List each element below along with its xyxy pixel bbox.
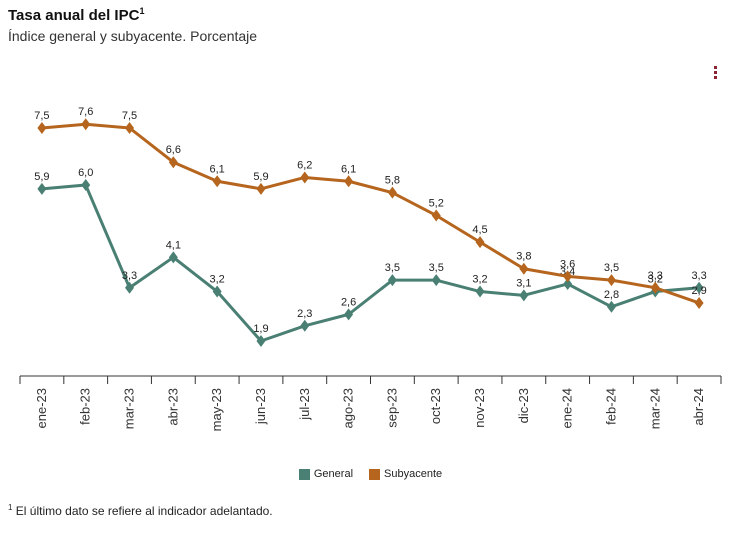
series-line-subyacente xyxy=(41,122,700,305)
data-point xyxy=(606,274,616,287)
data-point xyxy=(563,270,573,283)
data-label: 2,6 xyxy=(341,296,356,308)
data-point xyxy=(256,335,266,347)
data-label: 5,9 xyxy=(34,171,49,183)
data-label: 3,2 xyxy=(648,274,663,286)
data-point xyxy=(81,179,91,192)
footnote: 1 El último dato se refiere al indicador… xyxy=(8,503,273,518)
x-tick-label: abr-24 xyxy=(691,388,706,426)
data-point xyxy=(81,118,91,131)
data-label: 3,5 xyxy=(429,262,444,274)
legend-swatch xyxy=(369,468,381,480)
chart-legend: General Subyacente xyxy=(0,468,741,483)
data-label: 3,3 xyxy=(648,270,663,282)
data-point xyxy=(168,156,178,169)
x-tick-label: ene-23 xyxy=(34,388,49,428)
chart-title-text: Tasa anual del IPC xyxy=(8,7,140,24)
footnote-marker: 1 xyxy=(8,503,13,512)
data-label: 4,1 xyxy=(166,239,181,251)
data-point xyxy=(387,274,397,287)
data-label: 3,2 xyxy=(472,274,487,286)
data-point xyxy=(256,182,266,195)
data-label: 5,8 xyxy=(385,175,400,187)
legend-swatch xyxy=(298,468,310,480)
x-tick-label: ago-23 xyxy=(341,388,356,428)
data-label: 6,6 xyxy=(166,144,181,156)
data-point xyxy=(694,296,704,309)
data-point xyxy=(431,209,441,222)
data-point xyxy=(606,300,616,313)
data-label: 5,2 xyxy=(429,197,444,209)
data-point xyxy=(694,281,704,294)
data-point xyxy=(37,182,47,195)
chart-title: Tasa anual del IPC1 xyxy=(8,6,144,24)
data-point xyxy=(519,262,529,275)
data-point xyxy=(212,285,222,298)
data-point xyxy=(519,289,529,302)
data-label: 3,3 xyxy=(122,270,137,282)
data-label: 3,5 xyxy=(604,262,619,274)
x-tick-label: dic-23 xyxy=(516,388,531,423)
data-label: 3,5 xyxy=(385,262,400,274)
data-label: 5,9 xyxy=(253,171,268,183)
data-label: 7,6 xyxy=(78,106,93,118)
data-label: 7,5 xyxy=(122,110,137,122)
data-point xyxy=(344,175,354,188)
data-point xyxy=(563,277,573,290)
data-point xyxy=(125,122,135,134)
x-tick-label: nov-23 xyxy=(472,388,487,428)
data-label: 2,9 xyxy=(691,285,706,297)
data-label: 6,2 xyxy=(297,159,312,171)
data-point xyxy=(387,186,397,199)
legend-item-subyacente[interactable]: Subyacente xyxy=(369,468,442,480)
x-tick-label: jul-23 xyxy=(297,388,312,421)
data-point xyxy=(300,171,310,184)
data-point xyxy=(431,274,441,287)
x-tick-label: feb-23 xyxy=(78,388,93,425)
x-tick-label: may-23 xyxy=(209,388,224,431)
x-tick-label: jun-23 xyxy=(253,388,268,425)
data-label: 6,0 xyxy=(78,167,93,179)
data-label: 3,2 xyxy=(210,274,225,286)
x-tick-label: feb-24 xyxy=(603,388,618,425)
data-label: 3,8 xyxy=(516,251,531,263)
chart-subtitle: Índice general y subyacente. Porcentaje xyxy=(8,28,258,44)
data-point xyxy=(300,319,310,332)
data-point xyxy=(344,308,354,321)
data-label: 2,8 xyxy=(604,289,619,301)
x-tick-label: ene-24 xyxy=(560,388,575,428)
more-vertical-icon[interactable] xyxy=(710,66,720,84)
legend-item-general[interactable]: General xyxy=(298,468,354,480)
data-label: 6,1 xyxy=(210,163,225,175)
data-point xyxy=(212,175,222,188)
data-point xyxy=(650,281,660,294)
data-label: 1,9 xyxy=(253,323,268,335)
data-label: 3,1 xyxy=(516,277,531,289)
data-point xyxy=(125,281,135,294)
data-label: 2,3 xyxy=(297,308,312,320)
x-tick-label: mar-24 xyxy=(647,388,662,429)
data-point xyxy=(37,122,47,134)
x-tick-label: oct-23 xyxy=(428,388,443,424)
data-label: 3,6 xyxy=(560,258,575,270)
data-label: 6,1 xyxy=(341,163,356,175)
data-label: 3,3 xyxy=(691,270,706,282)
x-tick-label: sep-23 xyxy=(384,388,399,428)
legend-label: Subyacente xyxy=(384,468,443,480)
footnote-text: El último dato se refiere al indicador a… xyxy=(15,504,273,518)
x-tick-label: mar-23 xyxy=(122,388,137,429)
data-point xyxy=(475,285,485,298)
title-footnote-marker: 1 xyxy=(139,6,145,16)
data-point xyxy=(475,236,485,249)
series-line-general xyxy=(41,183,700,343)
x-tick-label: abr-23 xyxy=(165,388,180,426)
data-point xyxy=(168,251,178,264)
data-label: 4,5 xyxy=(472,224,487,236)
legend-label: General xyxy=(313,468,354,480)
data-label: 7,5 xyxy=(34,110,49,122)
